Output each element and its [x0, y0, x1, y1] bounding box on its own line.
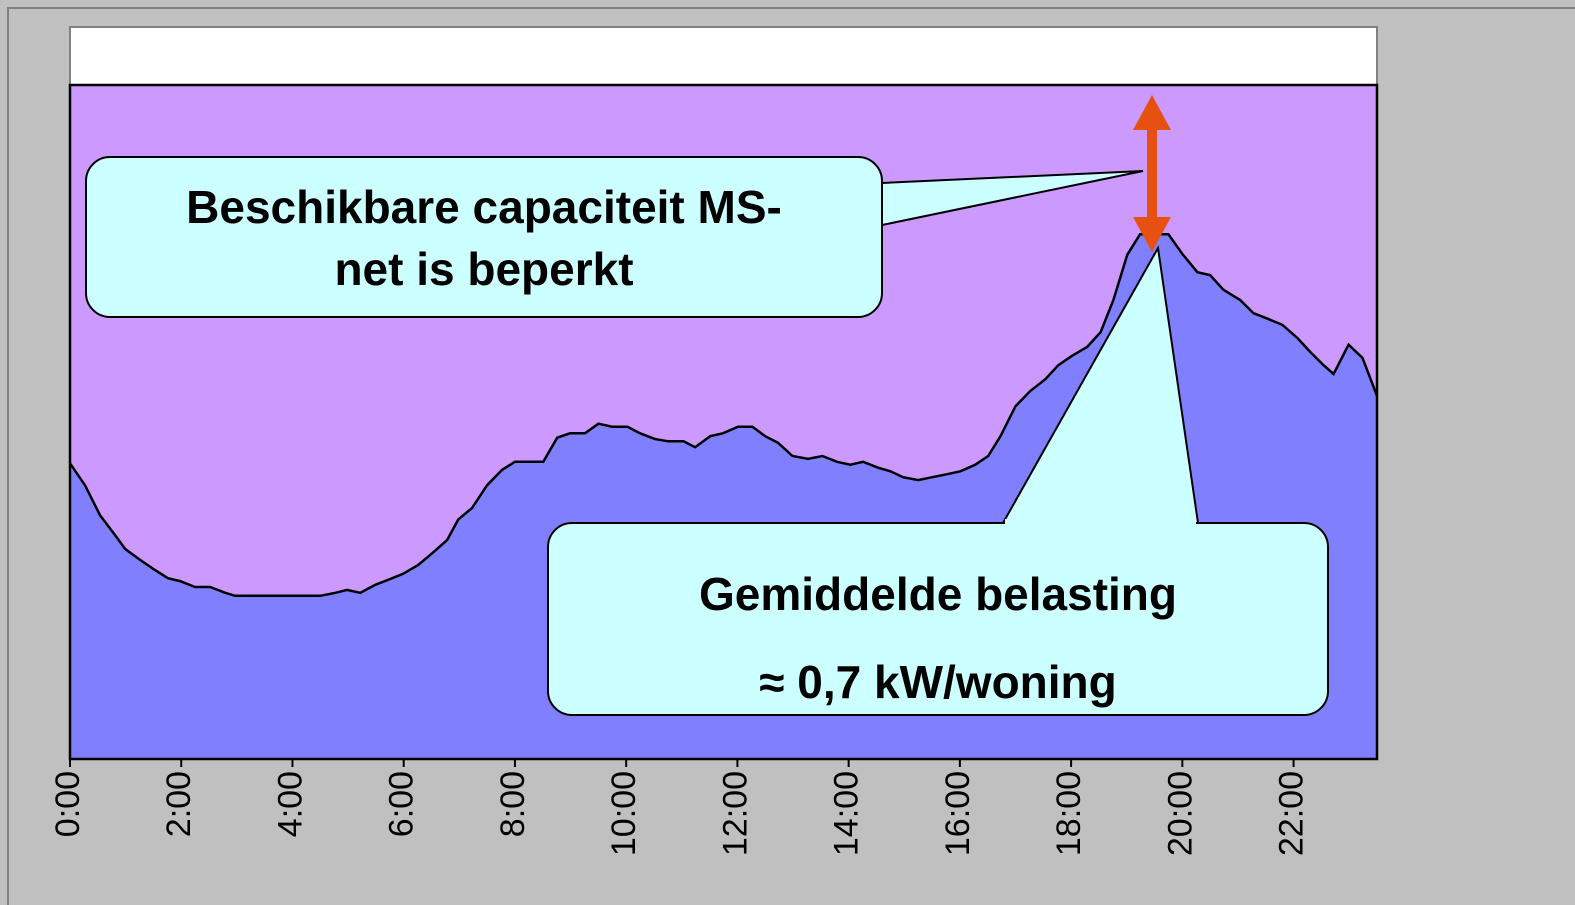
callout-joint: [884, 185, 888, 223]
x-tick-label: 8:00: [494, 771, 532, 837]
annotation-text: net is beperkt: [334, 243, 633, 295]
x-tick-label: 6:00: [383, 771, 421, 837]
callout: [547, 522, 1329, 716]
x-tick-label: 10:00: [605, 771, 643, 856]
annotation-text: Beschikbare capaciteit MS-: [186, 181, 782, 233]
annotation-text: Gemiddelde belasting: [699, 568, 1177, 620]
x-tick-label: 12:00: [716, 771, 754, 856]
arrow-head: [1133, 95, 1171, 130]
x-axis: 0:00 2:00 4:00 6:00 8:00 10:00 12:00 14:00 16:00…: [49, 759, 1311, 856]
callout-joint: [1005, 519, 1196, 525]
arrow-head: [1133, 217, 1171, 252]
x-tick-label: 20:00: [1161, 771, 1199, 856]
x-tick-label: 14:00: [828, 771, 866, 856]
x-tick-label: 0:00: [49, 771, 87, 837]
x-tick-label: 22:00: [1273, 771, 1311, 856]
x-tick-label: 18:00: [1050, 771, 1088, 856]
area-line: [68, 232, 1379, 598]
callout: [85, 156, 883, 318]
x-tick-label: 16:00: [939, 771, 977, 856]
x-tick-label: 2:00: [160, 771, 198, 837]
plot-border: [68, 83, 1379, 761]
x-tick-label: 4:00: [271, 771, 309, 837]
annotation-text: ≈ 0,7 kW/woning: [759, 656, 1117, 708]
double-arrow: [1133, 95, 1171, 252]
